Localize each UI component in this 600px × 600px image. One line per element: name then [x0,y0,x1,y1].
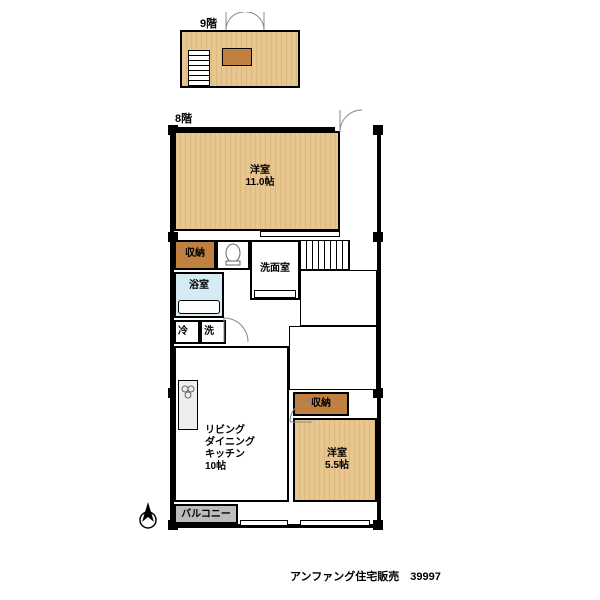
floor8-label: 8階 [175,110,192,126]
bedroom1-window [260,231,340,237]
ldk-window [240,520,288,526]
ldk-l3: キッチン [205,449,245,460]
ldk-l1: リビング [205,425,245,436]
ldk-l2: ダイニング [205,437,255,448]
door-arc-1 [222,316,262,350]
bedroom1-label: 洋室 11.0帖 [230,165,290,189]
washer-label: 洗 [204,326,214,338]
floor9-stairs [188,50,210,86]
corridor [289,326,377,390]
bedroom1-size: 11.0帖 [246,177,275,188]
toilet-icon [220,243,246,267]
floor8-stairs [300,240,350,270]
washroom-counter [254,290,296,298]
bath-label: 浴室 [182,280,216,292]
storage1-label: 収納 [178,248,212,260]
balcony-label: バルコニー [178,509,234,521]
door-arc-2 [286,396,316,426]
compass-icon [130,500,166,536]
bedroom1-door [336,108,382,136]
floor9-storage [222,48,252,66]
stove-icon [180,384,196,400]
floor9-doors [176,12,306,34]
footer-text: アンファング住宅販売 39997 [290,568,441,584]
hallway [300,270,377,326]
bedroom2-name: 洋室 [327,448,347,459]
bedroom2-window [300,520,370,526]
bedroom1-name: 洋室 [250,165,270,176]
ldk-l4: 10帖 [205,461,226,472]
fridge-label: 冷 [178,326,188,338]
bedroom2-size: 5.5帖 [325,460,349,471]
bathtub-icon [178,300,220,314]
washroom-label: 洗面室 [252,263,298,275]
ldk-label: リビング ダイニング キッチン 10帖 [205,425,265,473]
outer-wall-right [377,127,381,527]
bedroom2-label: 洋室 5.5帖 [312,448,362,472]
